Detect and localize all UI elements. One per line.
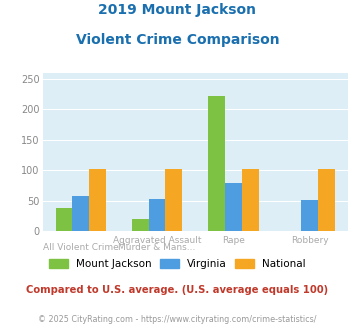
Text: Murder & Mans...: Murder & Mans... (119, 243, 196, 251)
Text: © 2025 CityRating.com - https://www.cityrating.com/crime-statistics/: © 2025 CityRating.com - https://www.city… (38, 315, 317, 324)
Bar (56, 208, 72, 231)
Text: 2019 Mount Jackson: 2019 Mount Jackson (98, 3, 257, 17)
Bar (225, 183, 242, 231)
Text: Rape: Rape (222, 236, 245, 245)
Legend: Mount Jackson, Virginia, National: Mount Jackson, Virginia, National (45, 254, 310, 273)
Bar (165, 169, 182, 231)
Bar (242, 169, 258, 231)
Text: Robbery: Robbery (291, 236, 328, 245)
Text: Compared to U.S. average. (U.S. average equals 100): Compared to U.S. average. (U.S. average … (26, 285, 329, 295)
Text: Aggravated Assault: Aggravated Assault (113, 236, 201, 245)
Bar (72, 196, 89, 231)
Bar (208, 96, 225, 231)
Bar (301, 200, 318, 231)
Bar (318, 169, 335, 231)
Text: Violent Crime Comparison: Violent Crime Comparison (76, 33, 279, 47)
Text: All Violent Crime: All Violent Crime (43, 243, 119, 251)
Bar (89, 169, 106, 231)
Bar (132, 219, 149, 231)
Bar (149, 199, 165, 231)
